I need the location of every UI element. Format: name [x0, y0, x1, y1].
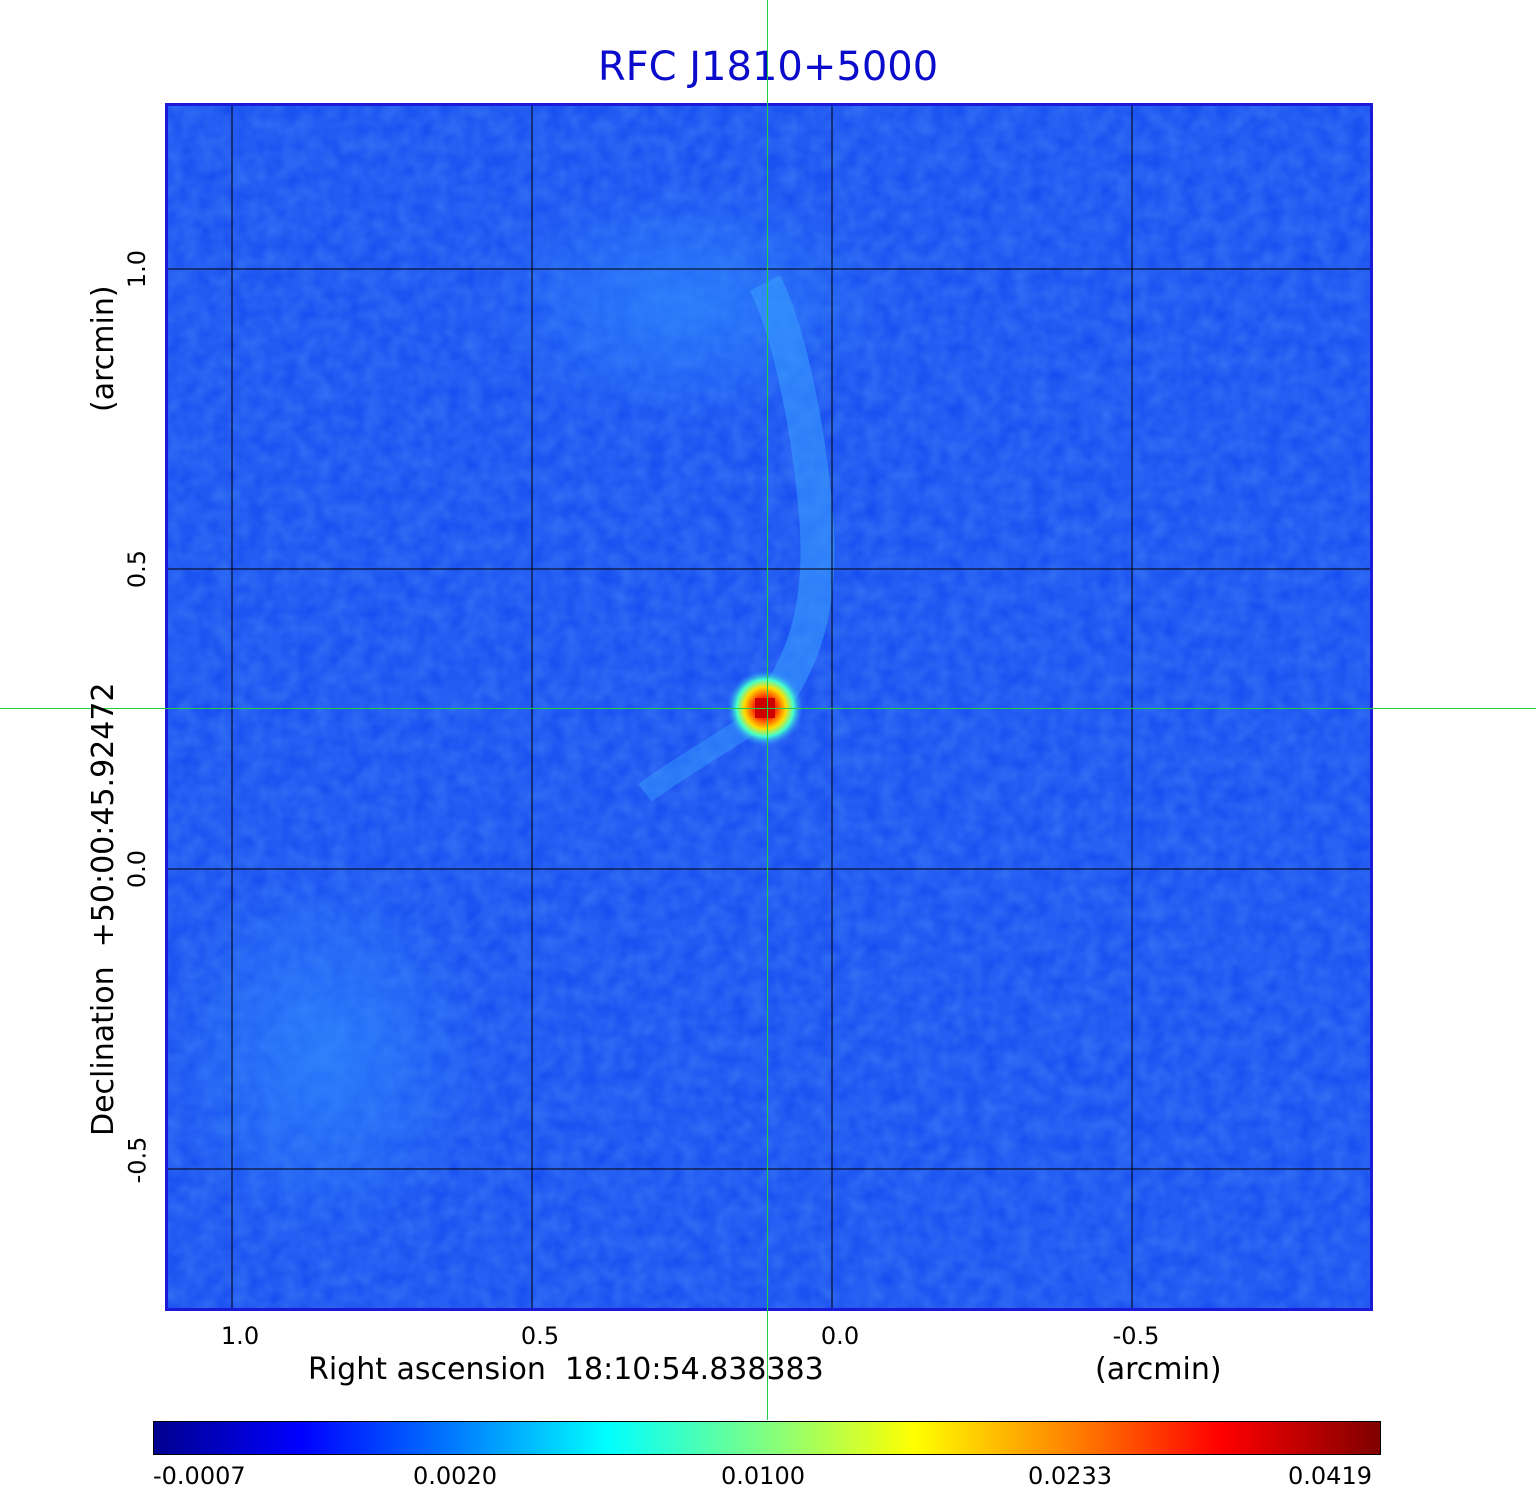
x-tick-label: 1.0	[220, 1322, 260, 1350]
colorbar-tick-label: 0.0020	[413, 1462, 497, 1490]
extended-emission	[485, 183, 885, 423]
colorbar-tick-label: 0.0419	[1288, 1462, 1372, 1490]
colorbar-tick-label: 0.0233	[1028, 1462, 1112, 1490]
coordinate-grid	[165, 103, 1373, 1311]
y-tick-label: 1.0	[123, 249, 152, 289]
image-title: RFC J1810+5000	[597, 44, 939, 90]
y-tick-label: 0.5	[123, 549, 152, 589]
colorbar	[153, 1421, 1381, 1455]
colorbar-tick-label: -0.0007	[153, 1462, 246, 1490]
y-tick-label: -0.5	[123, 1136, 152, 1184]
radio-map-svg	[165, 103, 1373, 1311]
crosshair-horizontal	[0, 708, 1536, 709]
x-tick-label: 0.0	[820, 1322, 860, 1350]
y-axis-unit: (arcmin)	[86, 285, 121, 412]
x-tick-label: 0.5	[520, 1322, 560, 1350]
x-tick-label: -0.5	[1112, 1322, 1160, 1350]
x-axis-unit: (arcmin)	[1095, 1352, 1222, 1387]
jet-emission	[749, 275, 835, 724]
radio-image[interactable]	[165, 103, 1373, 1311]
colorbar-tick-label: 0.0100	[721, 1462, 805, 1490]
y-tick-label: 0.0	[123, 849, 152, 889]
plot-frame	[165, 103, 1373, 1311]
x-axis-label: Right ascension 18:10:54.838383	[308, 1352, 824, 1387]
crosshair-vertical	[767, 0, 768, 1420]
y-axis-label: Declination +50:00:45.92472	[86, 682, 121, 1136]
extended-emission	[165, 863, 485, 1243]
